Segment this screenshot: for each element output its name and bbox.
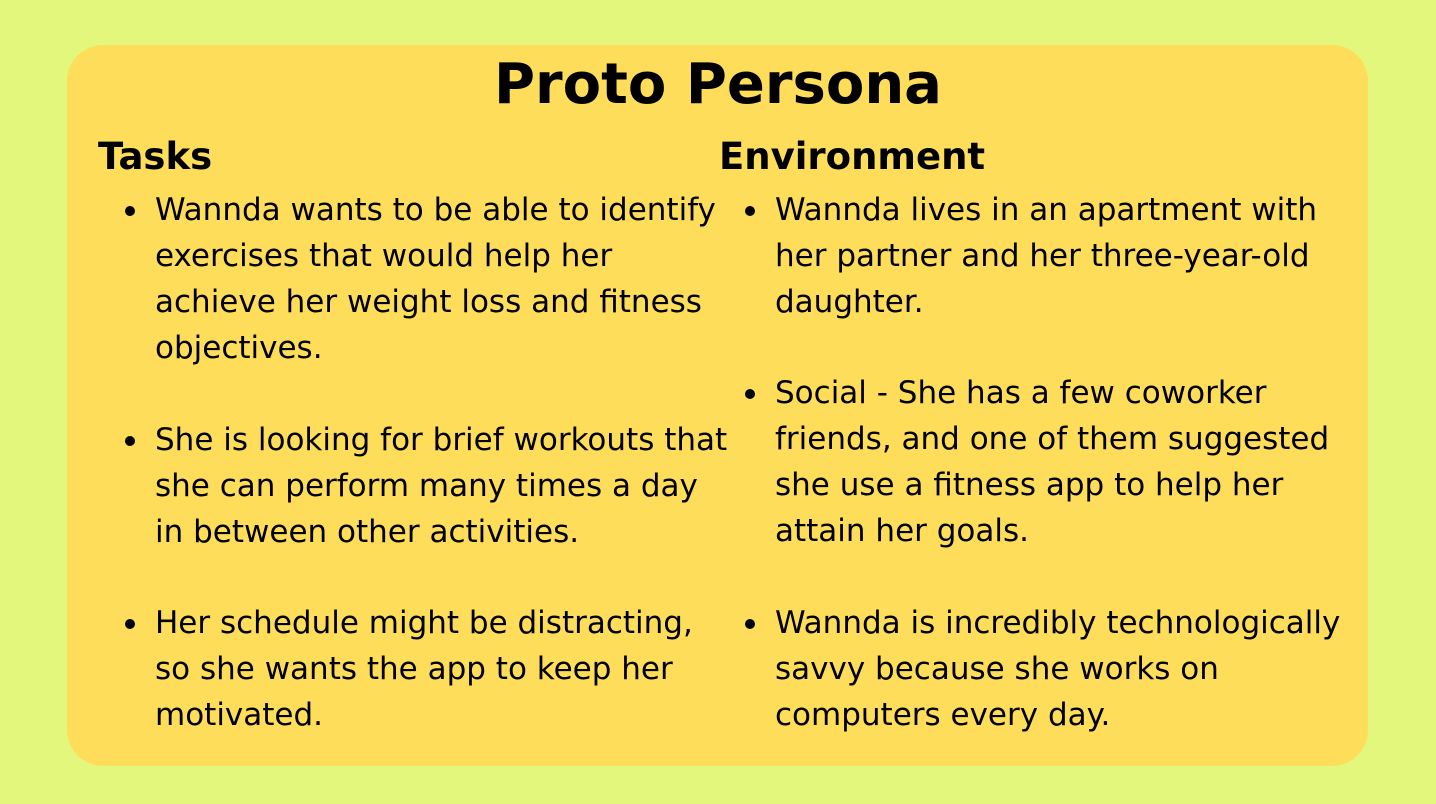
environment-list-item: Wannda is incredibly technologically sav… [745,600,1375,738]
bullet-icon [745,389,755,399]
tasks-heading: Tasks [98,135,213,178]
environment-item-text: Social - She has a few coworker friends,… [775,375,1330,549]
tasks-item-text: Her schedule might be distracting, so sh… [155,605,693,733]
bullet-icon [125,436,135,446]
tasks-list-item: Her schedule might be distracting, so sh… [125,600,730,738]
environment-list-item: Wannda lives in an apartment with her pa… [745,187,1375,325]
environment-item-text: Wannda is incredibly technologically sav… [775,605,1341,733]
tasks-list-item: Wannda wants to be able to identify exer… [125,187,730,371]
environment-heading: Environment [719,135,986,178]
persona-card [67,45,1368,766]
tasks-item-text: Wannda wants to be able to identify exer… [155,192,716,366]
bullet-icon [125,206,135,216]
bullet-icon [745,619,755,629]
environment-list-item: Social - She has a few coworker friends,… [745,370,1375,554]
environment-item-text: Wannda lives in an apartment with her pa… [775,192,1318,320]
bullet-icon [745,206,755,216]
tasks-list-item: She is looking for brief workouts that s… [125,417,730,555]
tasks-item-text: She is looking for brief workouts that s… [155,422,728,550]
page-title: Proto Persona [494,52,942,117]
bullet-icon [125,619,135,629]
